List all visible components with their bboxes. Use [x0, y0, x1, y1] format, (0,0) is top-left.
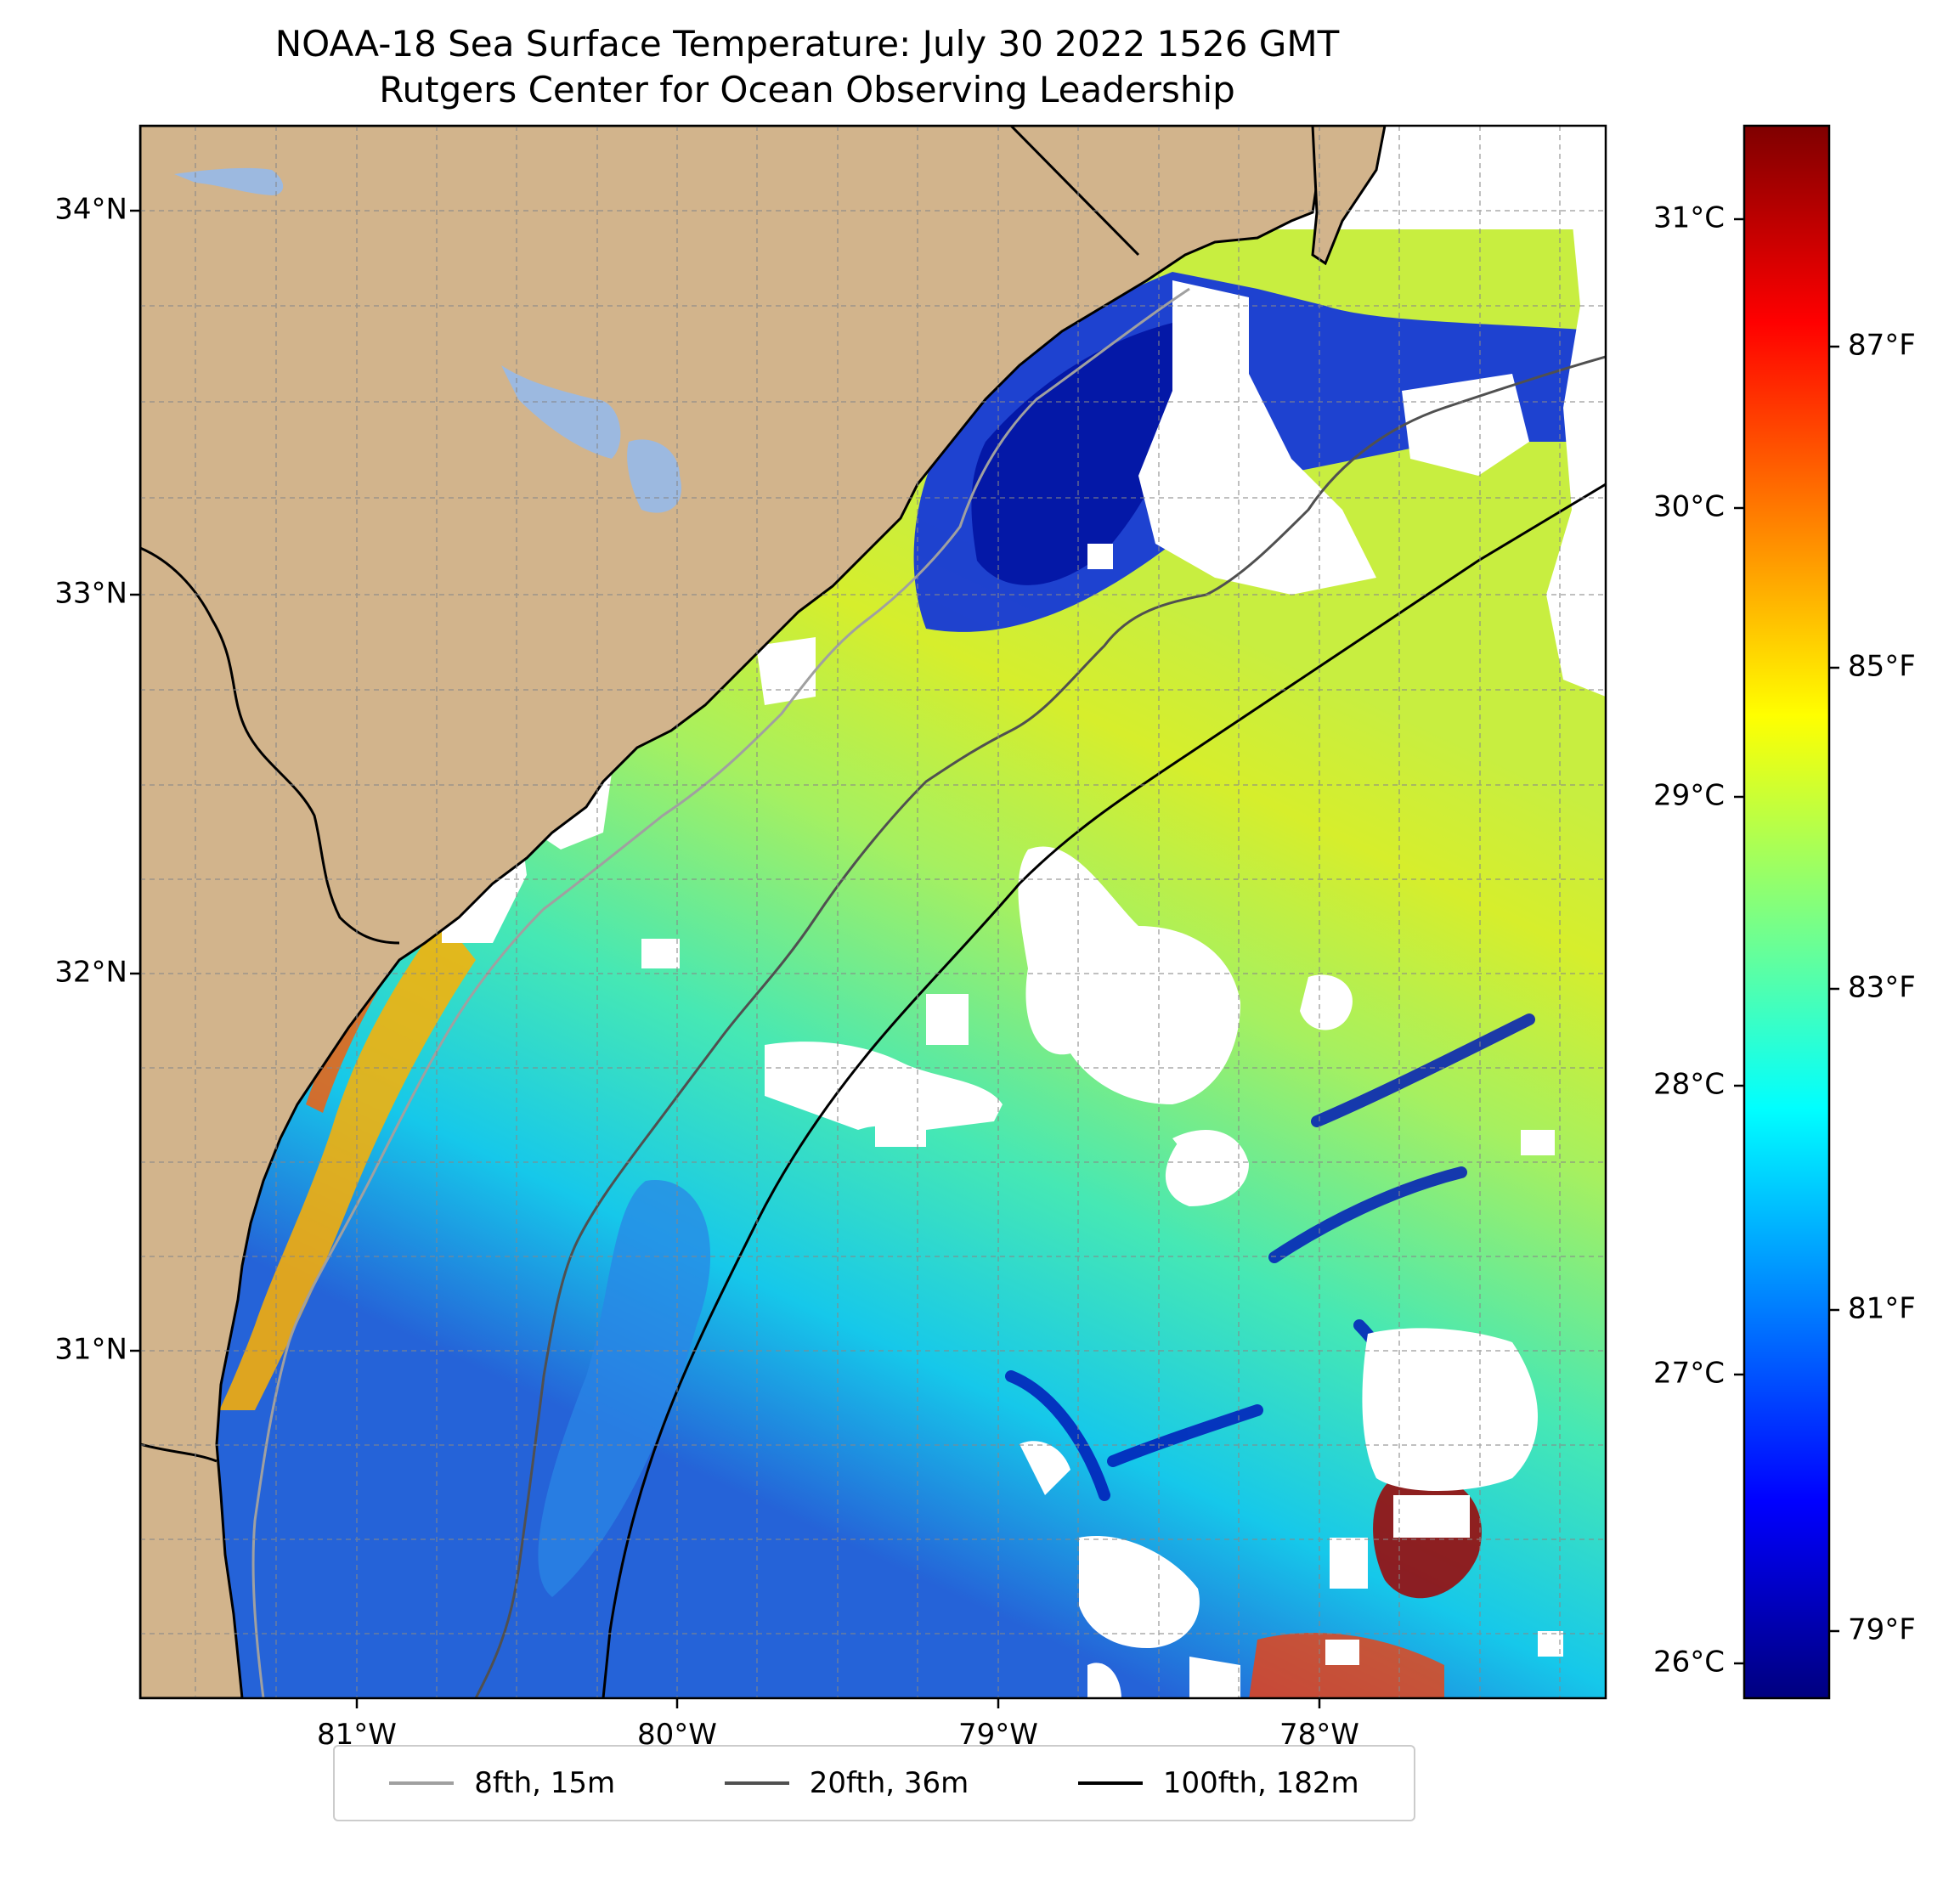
warm-coastal-strip	[219, 917, 476, 1410]
legend-item-8fth: 8fth, 15m	[389, 1766, 615, 1800]
map-frame	[138, 124, 1607, 1700]
legend-line-100fth	[1077, 1781, 1143, 1785]
colorbar-fahrenheit-label: 79°F	[1848, 1613, 1916, 1647]
legend-label-20fth: 20fth, 36m	[809, 1766, 969, 1800]
legend-label-100fth: 100fth, 182m	[1162, 1766, 1359, 1800]
colorbar-celsius-label: 29°C	[1653, 779, 1725, 813]
cold-upwelling-core	[971, 323, 1179, 585]
lakes	[174, 167, 681, 513]
colorbar-fahrenheit-label: 83°F	[1848, 971, 1916, 1005]
cool-water-band	[538, 1180, 711, 1597]
legend-item-100fth: 100fth, 182m	[1077, 1766, 1359, 1800]
state-boundaries	[140, 126, 1140, 1463]
map-subtitle: Rutgers Center for Ocean Observing Leade…	[379, 69, 1235, 110]
lat-label-31: 31°N	[54, 1333, 127, 1367]
warm-patch-south	[1249, 1633, 1444, 1698]
colorbar-fahrenheit-label: 85°F	[1848, 650, 1916, 684]
colorbar-celsius-label: 30°C	[1653, 490, 1725, 524]
legend-label-8fth: 8fth, 15m	[474, 1766, 616, 1800]
contour-100fth	[602, 483, 1606, 1698]
colorbar-fahrenheit-label: 81°F	[1848, 1292, 1916, 1326]
legend-item-20fth: 20fth, 36m	[724, 1766, 969, 1800]
colorbar	[1743, 124, 1831, 1700]
colorbar-fahrenheit-label: 87°F	[1848, 329, 1916, 363]
legend-line-20fth	[724, 1781, 789, 1785]
land-northeast	[1311, 126, 1387, 266]
colorbar-celsius-label: 27°C	[1653, 1357, 1725, 1391]
map-title: NOAA-18 Sea Surface Temperature: July 30…	[274, 23, 1340, 65]
contour-20fth	[474, 355, 1606, 1698]
colorbar-celsius-label: 28°C	[1653, 1068, 1725, 1102]
legend-line-8fth	[389, 1781, 455, 1785]
colorbar-celsius-label: 26°C	[1653, 1646, 1725, 1680]
lat-label-33: 33°N	[54, 577, 127, 611]
colorbar-celsius-label: 31°C	[1653, 201, 1725, 235]
lat-label-32: 32°N	[54, 956, 127, 990]
contour-legend: 8fth, 15m 20fth, 36m 100fth, 182m	[333, 1745, 1415, 1821]
gridlines	[140, 126, 1606, 1698]
lat-label-34: 34°N	[54, 193, 127, 227]
